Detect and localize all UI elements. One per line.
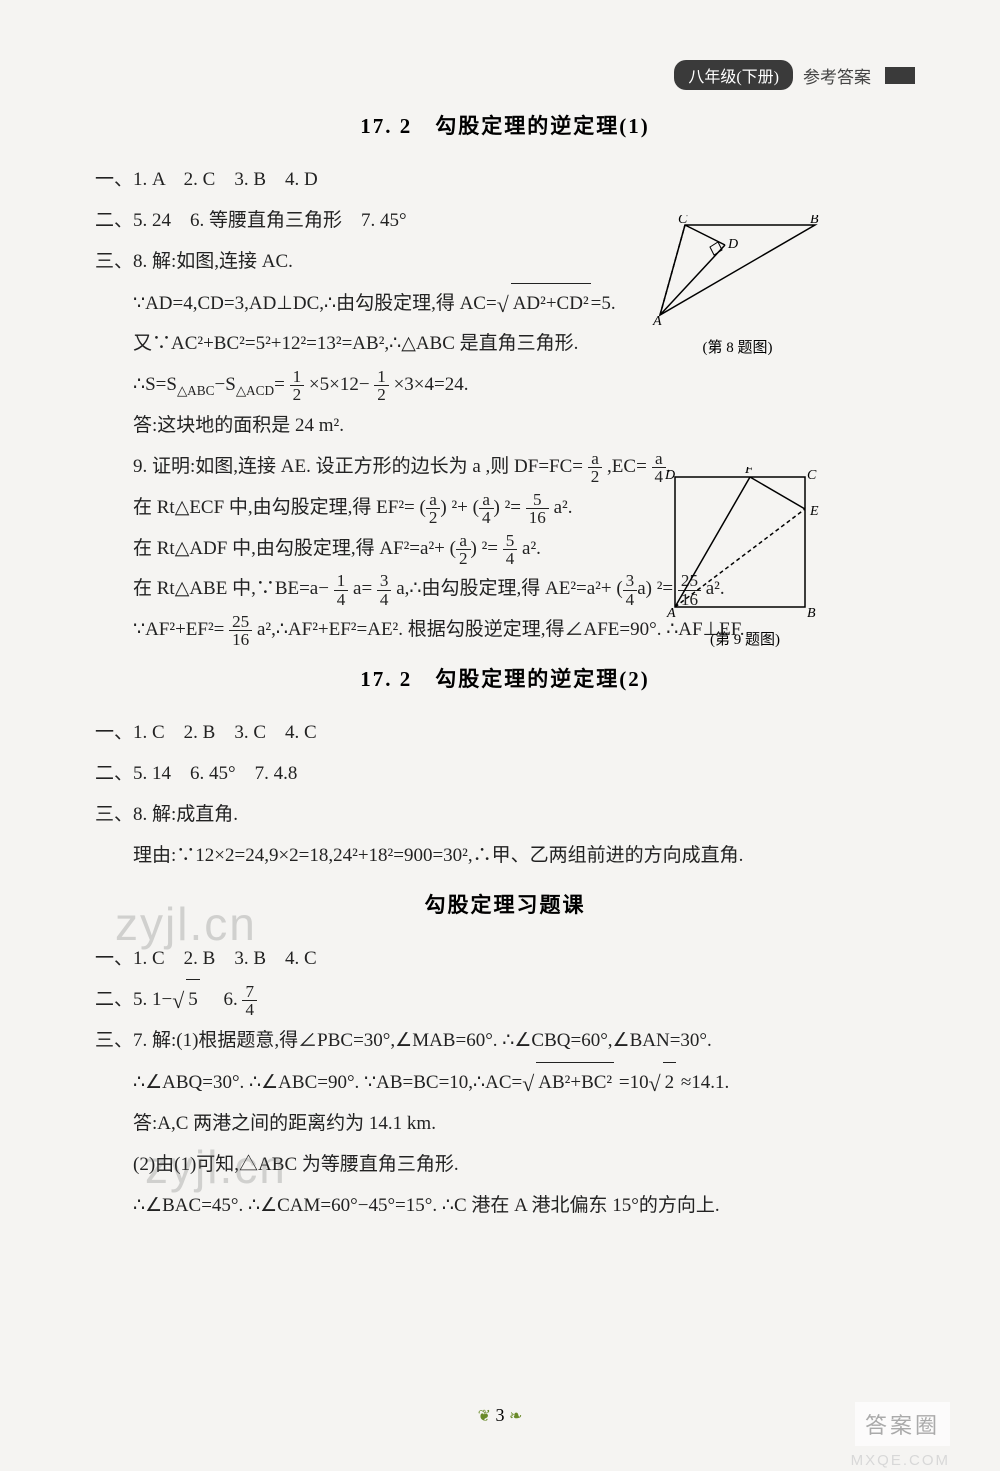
s3-q7-l2: ∴∠ABQ=30°. ∴∠ABC=90°. ∵AB=BC=10,∴AC=AB²+… [95, 1062, 915, 1104]
svg-text:C: C [678, 215, 688, 227]
fig9-caption: (第 9 题图) [665, 628, 825, 649]
watermark-mxqe: MXQE.COM [851, 1452, 950, 1469]
section2-title: 17. 2 勾股定理的逆定理(2) [95, 663, 915, 693]
s3-q7-l4: ∴∠BAC=45°. ∴∠CAM=60°−45°=15°. ∴C 港在 A 港北… [95, 1186, 915, 1227]
header-label: 参考答案 [803, 63, 871, 88]
s2-part2: 二、5. 14 6. 45° 7. 4.8 [95, 754, 915, 795]
leaf-icon: ❧ [509, 1408, 522, 1425]
svg-text:D: D [665, 468, 675, 483]
figure-9: A B C D E F (第 9 题图) [665, 467, 825, 649]
svg-text:F: F [744, 467, 754, 477]
s1-part1: 一、1. A 2. C 3. B 4. D [95, 160, 915, 201]
s3-q7-ans1: 答:A,C 两港之间的距离约为 14.1 km. [95, 1104, 915, 1145]
grade-badge: 八年级(下册) [674, 60, 793, 90]
s2-part1: 一、1. C 2. B 3. C 4. C [95, 713, 915, 754]
svg-text:E: E [809, 504, 819, 519]
s3-q7-l3: (2)由(1)可知,△ABC 为等腰直角三角形. [95, 1145, 915, 1186]
svg-text:B: B [807, 606, 816, 617]
page-footer: ❦ 3 ❧ [0, 1405, 1000, 1426]
svg-text:A: A [652, 314, 662, 325]
s1-q8-ans: 答:这块地的面积是 24 m². [95, 406, 915, 447]
leaf-icon: ❦ [478, 1408, 491, 1425]
section1-title: 17. 2 勾股定理的逆定理(1) [95, 110, 915, 140]
s3-q7-l1: 三、7. 解:(1)根据题意,得∠PBC=30°,∠MAB=60°. ∴∠CBQ… [95, 1021, 915, 1062]
s1-q8-l3: ∴S=S△ABC−S△ACD= 12 ×5×12− 12 ×3×4=24. [95, 365, 915, 406]
s3-part2: 二、5. 1−5 6. 74 [95, 979, 915, 1021]
header-decoration [885, 67, 915, 84]
s2-q8-intro: 三、8. 解:成直角. [95, 795, 915, 836]
figure-8: A B C D (第 8 题图) [650, 215, 825, 357]
svg-text:B: B [810, 215, 819, 227]
s2-q8-reason: 理由:∵12×2=24,9×2=18,24²+18²=900=30²,∴甲、乙两… [95, 836, 915, 877]
s3-part1: 一、1. C 2. B 3. B 4. C [95, 939, 915, 980]
svg-text:A: A [666, 606, 676, 617]
page-header: 八年级(下册) 参考答案 [674, 60, 915, 90]
section3-title: 勾股定理习题课 [95, 889, 915, 919]
svg-text:D: D [727, 237, 738, 252]
svg-text:C: C [807, 468, 817, 483]
fig8-caption: (第 8 题图) [650, 336, 825, 357]
page-number: 3 [496, 1405, 505, 1425]
